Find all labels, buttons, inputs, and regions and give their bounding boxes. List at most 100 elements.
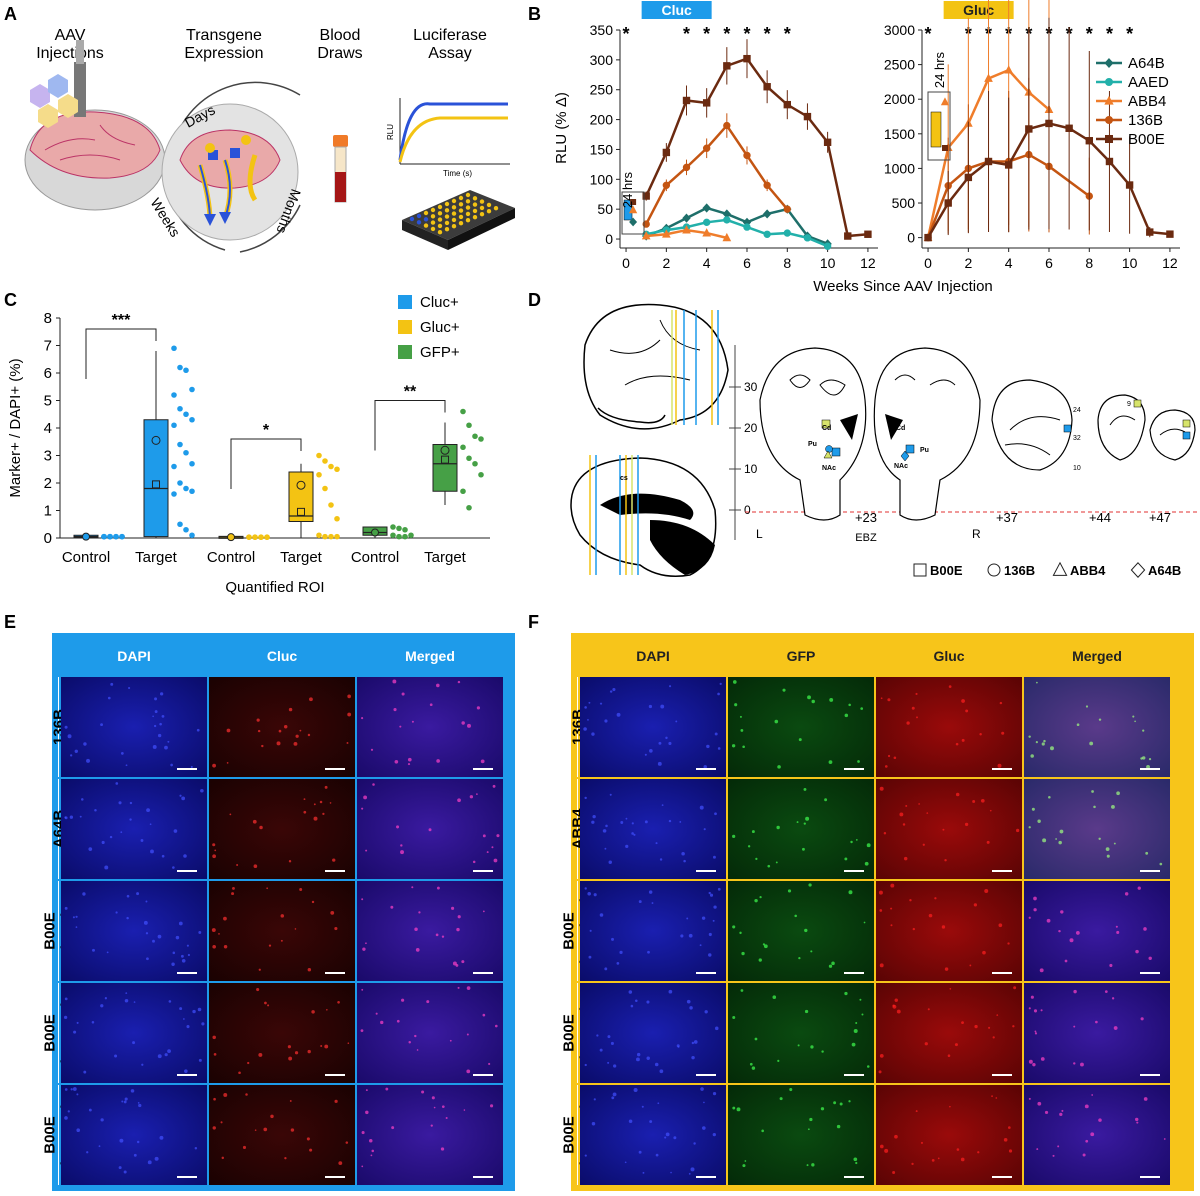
cell-signal [1148,956,1152,961]
cell-signal [609,793,612,796]
cell-signal [903,856,908,861]
legend-label: Gluc+ [420,319,460,336]
cell-signal [804,1009,809,1014]
cell-signal [931,1159,935,1162]
cell-signal [658,741,662,745]
cell-signal [1073,989,1077,994]
cell-signal [1148,758,1152,761]
cell-signal [918,803,920,805]
data-point [171,463,177,470]
cell-signal [961,738,965,742]
significance-star: * [723,24,730,44]
cell-signal [1008,1149,1013,1153]
data-point-136B [783,205,791,213]
cell-signal [1001,731,1005,735]
cell-signal [229,813,232,816]
cell-signal [1095,1020,1098,1024]
series-line-B00E [645,57,869,238]
cell-signal [1136,1121,1139,1124]
cell-signal [631,832,634,835]
brain-injection-illustration [24,40,166,211]
cell-signal [253,864,258,869]
plate-well [451,198,457,204]
cell-signal [965,709,969,713]
data-point [183,367,189,374]
y-tick-label: 7 [44,338,52,355]
cell-signal [732,1015,736,1019]
cell-signal [892,1171,896,1175]
micrograph-tile [580,677,726,777]
cell-signal [686,999,691,1004]
cell-signal [767,864,771,868]
data-point-B00E [1105,157,1114,166]
inset-box [927,91,951,161]
cell-signal [942,828,945,831]
data-point-B00E [642,192,650,200]
cell-signal [82,892,86,896]
legend-marker [1104,58,1114,68]
row-label-box [58,881,59,981]
legend-marker [987,563,1001,577]
data-point [177,405,183,412]
cell-signal [101,840,105,845]
cell-signal [159,1135,164,1140]
cell-signal [593,1098,596,1101]
y-tick-label: 3 [44,448,52,465]
cell-signal [1050,746,1054,751]
significance-star: * [764,24,771,44]
cell-signal [307,967,312,972]
workflow-step-label: AAV [55,27,86,44]
cell-signal [928,913,933,918]
y-tick-label: 250 [590,82,614,98]
cell-signal [313,816,318,821]
micrograph-tile [357,881,503,981]
cell-signal [906,721,910,725]
cell-signal [1007,942,1010,945]
cell-signal [361,1165,364,1168]
plate-well [437,211,443,216]
cell-signal [159,722,162,726]
cell-signal [853,1028,858,1033]
data-point [101,533,107,540]
cell-signal [200,788,204,793]
cell-signal [700,1087,704,1091]
gluc-rlu-chart: 0 500 1000 1500 2000 2500 3000 0 2 4 6 8 10 12 Gluc * * *… [884,0,1180,271]
cell-signal [74,749,78,753]
cell-signal [1080,1062,1084,1067]
cell-signal [866,843,871,848]
cell-signal [104,865,109,870]
cell-signal [109,835,113,839]
cell-signal [326,1009,328,1011]
cell-signal [944,967,949,971]
cell-signal [365,1089,368,1092]
cell-signal [648,704,653,709]
plate-well [479,199,485,204]
cell-signal [482,1013,486,1017]
legend-marker [1105,135,1113,143]
cell-signal [242,1145,247,1149]
cell-signal [1109,963,1113,968]
cell-signal [299,729,302,732]
area-label: 32 [1073,435,1081,442]
cell-signal [88,847,93,851]
cell-signal [496,834,500,838]
column-header: Cluc [267,648,298,664]
cell-signal [709,893,714,897]
cell-signal [998,923,1003,928]
cell-signal [848,890,853,895]
cell-signal [284,1156,287,1160]
cell-signal [324,1044,329,1049]
data-point [177,521,183,528]
data-point-AAED [783,229,791,237]
cell-signal [734,703,738,707]
ruler-tick-label: 0 [744,503,751,517]
cell-signal [1040,1009,1043,1012]
cell-signal [257,729,261,733]
data-point-B00E [1146,228,1154,236]
cell-signal [612,687,616,692]
cell-signal [836,1124,841,1129]
cell-signal [991,1095,993,1098]
data-point [316,452,322,459]
cell-signal [486,851,489,854]
cell-signal [415,948,420,952]
